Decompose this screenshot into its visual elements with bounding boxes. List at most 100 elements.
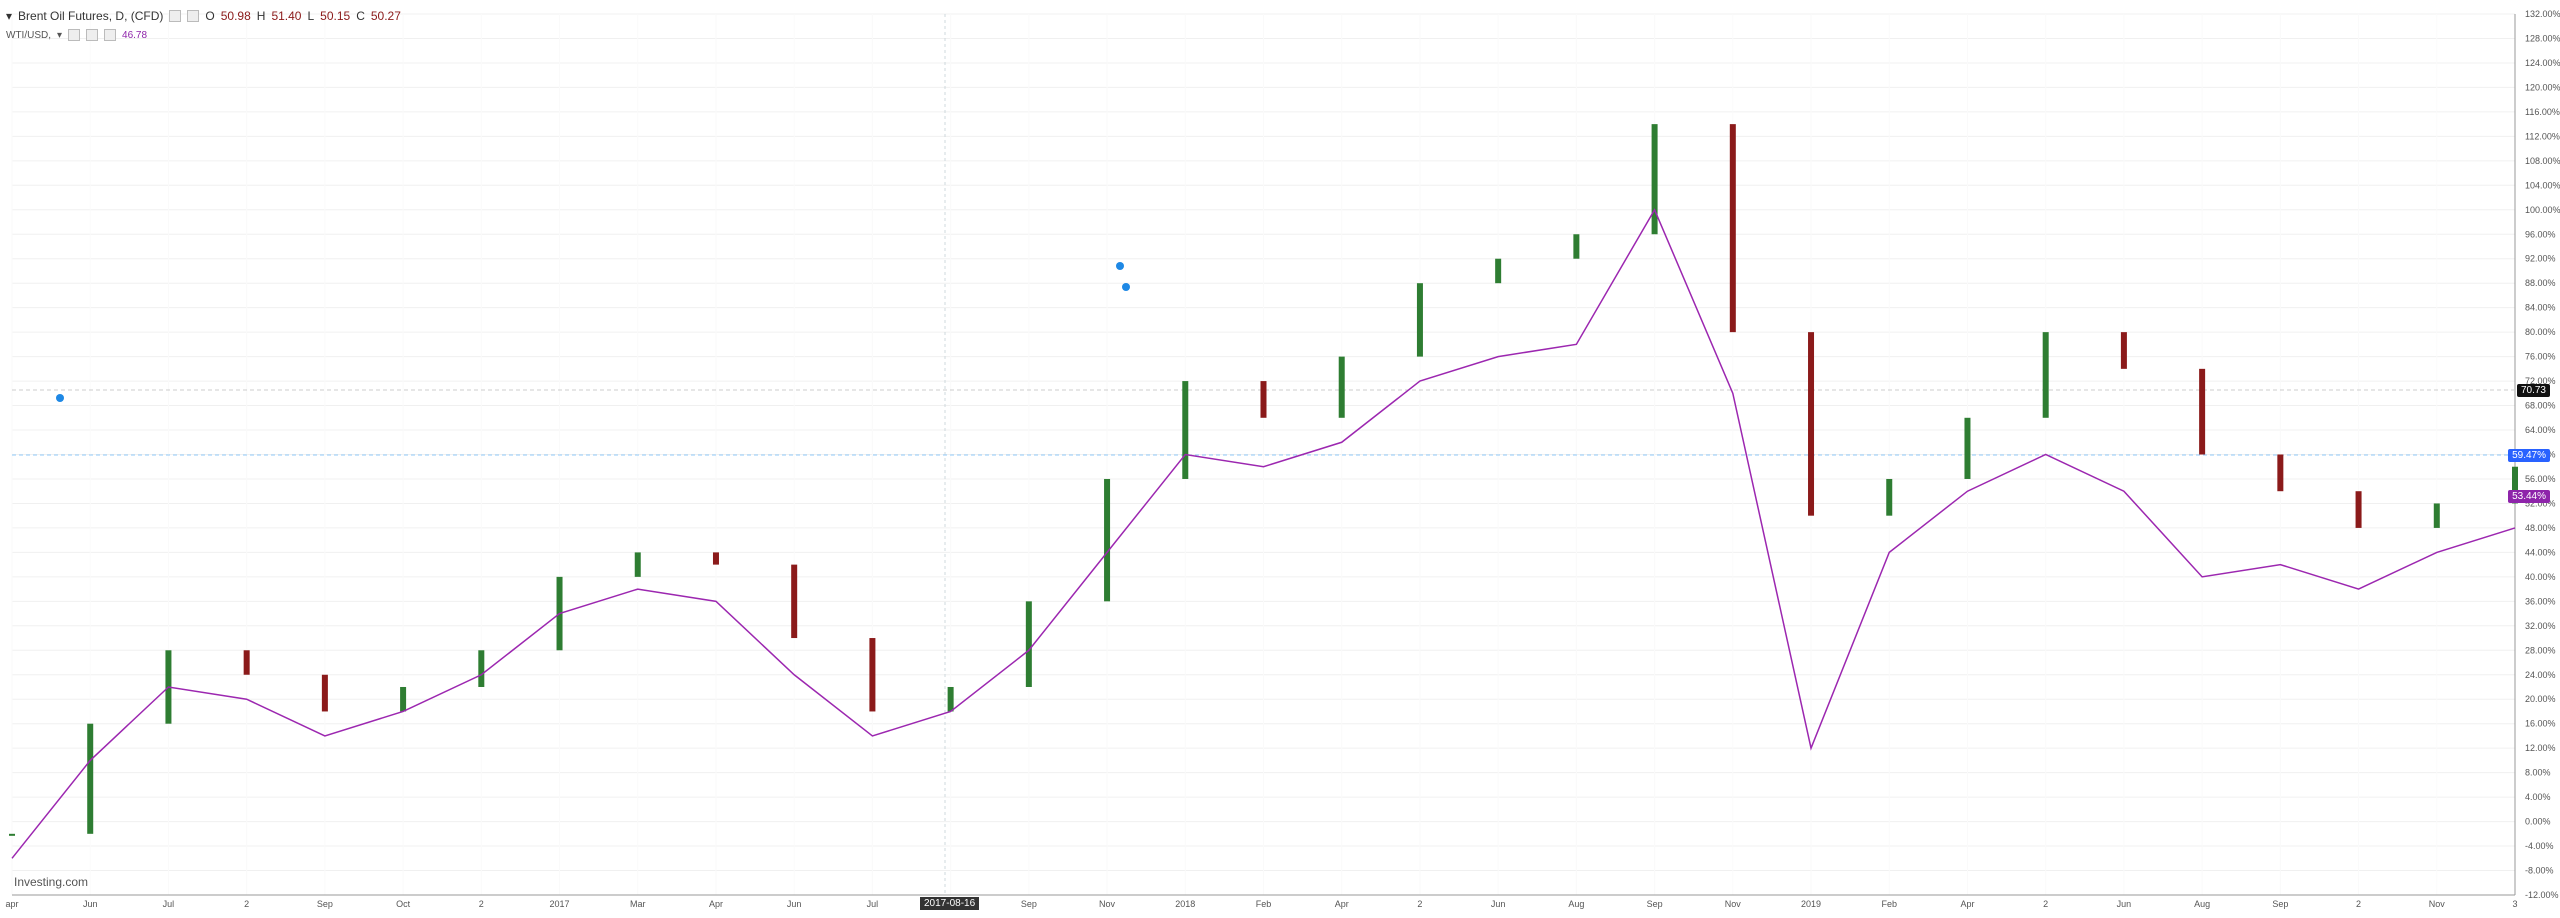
- x-tick-label: Nov: [1099, 899, 1116, 909]
- y-tick-label: 4.00%: [2525, 792, 2551, 802]
- low-label: L: [307, 9, 315, 23]
- open-value: 50.98: [220, 9, 251, 23]
- y-tick-label: 88.00%: [2525, 278, 2556, 288]
- close-label: C: [356, 9, 365, 23]
- x-tick-label: Aug: [1568, 899, 1584, 909]
- candle-body: [1338, 356, 1345, 418]
- brand-name: Investing: [14, 875, 63, 889]
- eye-icon[interactable]: [68, 29, 81, 41]
- x-tick-label: apr: [5, 899, 18, 909]
- candle-body: [1808, 332, 1815, 516]
- secondary-value: 46.78: [122, 29, 148, 41]
- y-tick-label: 124.00%: [2525, 58, 2560, 68]
- candle-body: [2199, 368, 2206, 455]
- x-tick-label: 2: [1417, 899, 1422, 909]
- y-tick-label: 36.00%: [2525, 596, 2556, 606]
- open-label: O: [205, 9, 215, 23]
- y-tick-label: -4.00%: [2525, 841, 2554, 851]
- candle-body: [1182, 381, 1189, 479]
- close-icon[interactable]: [104, 29, 117, 41]
- candle-body: [400, 686, 407, 712]
- candle-body: [2120, 332, 2127, 369]
- candle-body: [478, 650, 485, 687]
- x-tick-label: Sep: [1647, 899, 1663, 909]
- legend-secondary: WTI/USD, ▾ 46.78: [6, 29, 401, 41]
- event-marker[interactable]: [1116, 262, 1124, 270]
- y-tick-label: 84.00%: [2525, 303, 2556, 313]
- candle-body: [1260, 381, 1267, 418]
- y-tick-label: 108.00%: [2525, 156, 2560, 166]
- candle-body: [1886, 478, 1893, 516]
- x-tick-label: Jul: [163, 899, 175, 909]
- y-tick-label: 28.00%: [2525, 645, 2556, 655]
- primary-title: Brent Oil Futures, D, (CFD): [18, 9, 164, 23]
- y-tick-label: 104.00%: [2525, 180, 2560, 190]
- x-tick-label: 3: [2512, 899, 2517, 909]
- x-tick-label: Apr: [1335, 899, 1349, 909]
- x-tick-label: 2019: [1801, 899, 1821, 909]
- price-tag-purple: 53.44%: [2508, 490, 2550, 503]
- price-tag-blue: 59.47%: [2508, 449, 2550, 462]
- brand-suffix: .com: [62, 875, 89, 889]
- chevron-down-icon[interactable]: ▾: [57, 29, 63, 41]
- x-tick-label: Sep: [1021, 899, 1037, 909]
- low-value: 50.15: [320, 9, 351, 23]
- x-tick-label: Nov: [1725, 899, 1742, 909]
- x-tick-label: Feb: [1881, 899, 1897, 909]
- y-tick-label: -12.00%: [2525, 890, 2559, 900]
- x-tick-label: Apr: [709, 899, 723, 909]
- event-marker[interactable]: [1122, 283, 1130, 291]
- y-tick-label: 52.00%: [2525, 498, 2556, 508]
- x-tick-label: Aug: [2194, 899, 2210, 909]
- candle-body: [2355, 491, 2362, 528]
- x-tick-label: 2: [479, 899, 484, 909]
- y-tick-label: 120.00%: [2525, 82, 2560, 92]
- x-tick-label: Sep: [317, 899, 333, 909]
- candle-body: [1104, 478, 1111, 602]
- y-tick-label: 16.00%: [2525, 719, 2556, 729]
- y-tick-label: 48.00%: [2525, 523, 2556, 533]
- x-tick-label: 2: [244, 899, 249, 909]
- y-tick-label: 128.00%: [2525, 33, 2560, 43]
- event-marker[interactable]: [56, 394, 64, 402]
- secondary-title: WTI/USD,: [6, 29, 51, 41]
- settings-icon[interactable]: [187, 10, 200, 22]
- x-tick-label: Apr: [1960, 899, 1974, 909]
- x-tick-label: 2017: [550, 899, 570, 909]
- y-tick-label: 20.00%: [2525, 694, 2556, 704]
- x-tick-label: Oct: [396, 899, 411, 909]
- close-value: 50.27: [370, 9, 401, 23]
- x-tick-label: 2: [2356, 899, 2361, 909]
- y-tick-label: 56.00%: [2525, 474, 2556, 484]
- candle-body: [869, 638, 876, 712]
- settings-icon[interactable]: [86, 29, 99, 41]
- y-tick-label: 76.00%: [2525, 352, 2556, 362]
- y-tick-label: 92.00%: [2525, 254, 2556, 264]
- y-tick-label: 100.00%: [2525, 205, 2560, 215]
- candle-body: [791, 564, 798, 639]
- x-tick-label: 2: [2043, 899, 2048, 909]
- chevron-down-icon[interactable]: ▾: [6, 9, 13, 23]
- eye-icon[interactable]: [169, 10, 182, 22]
- candle-body: [9, 833, 15, 836]
- candle-body: [947, 686, 954, 712]
- candle-body: [1964, 417, 1971, 479]
- x-tick-label: 2018: [1175, 899, 1195, 909]
- candle-body: [634, 552, 641, 577]
- candle-body: [1416, 283, 1423, 357]
- y-tick-label: 72.00%: [2525, 376, 2556, 386]
- y-tick-label: 44.00%: [2525, 547, 2556, 557]
- candle-body: [321, 674, 328, 712]
- candle-body: [712, 552, 719, 565]
- candle-body: [243, 650, 250, 675]
- candle-body: [2433, 503, 2440, 528]
- x-tick-label: Jul: [867, 899, 879, 909]
- y-tick-label: 12.00%: [2525, 743, 2556, 753]
- high-value: 51.40: [271, 9, 302, 23]
- candle-body: [2512, 466, 2518, 504]
- y-tick-label: 8.00%: [2525, 768, 2551, 778]
- price-tag-dark: 70.73: [2516, 384, 2550, 397]
- x-tick-label: Mar: [630, 899, 646, 909]
